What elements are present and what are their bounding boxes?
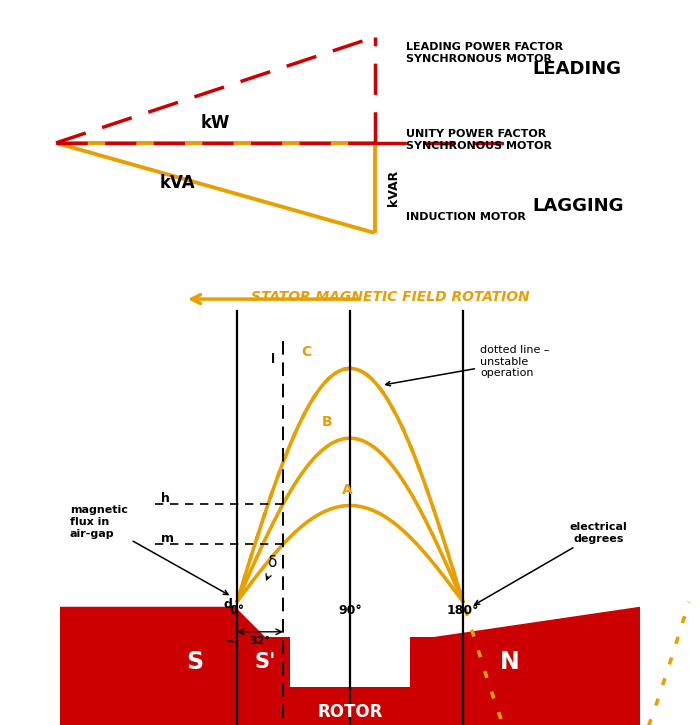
Text: ROTOR: ROTOR — [317, 703, 383, 721]
Polygon shape — [235, 637, 290, 725]
Text: B: B — [322, 415, 332, 429]
Text: S: S — [186, 650, 204, 674]
Text: m: m — [161, 532, 174, 545]
Polygon shape — [152, 0, 548, 171]
Text: LAGGING: LAGGING — [532, 197, 624, 215]
Text: LEADING: LEADING — [532, 59, 621, 78]
Polygon shape — [60, 687, 640, 725]
Text: LEADING POWER FACTOR
SYNCHRONOUS MOTOR: LEADING POWER FACTOR SYNCHRONOUS MOTOR — [406, 42, 563, 64]
Text: magnetic
flux in
air-gap: magnetic flux in air-gap — [70, 505, 228, 594]
Text: S': S' — [254, 652, 276, 672]
Text: 90°: 90° — [338, 604, 362, 617]
Polygon shape — [60, 607, 265, 725]
Text: C: C — [301, 345, 312, 360]
Text: UNITY POWER FACTOR
SYNCHRONOUS MOTOR: UNITY POWER FACTOR SYNCHRONOUS MOTOR — [406, 130, 552, 151]
Text: l: l — [271, 353, 275, 366]
Text: h: h — [161, 492, 170, 505]
Text: kVA: kVA — [159, 175, 195, 192]
Polygon shape — [435, 607, 640, 725]
Text: INDUCTION MOTOR: INDUCTION MOTOR — [406, 212, 526, 222]
Text: dotted line –
unstable
operation: dotted line – unstable operation — [386, 345, 550, 386]
Polygon shape — [0, 0, 700, 80]
Text: d: d — [223, 597, 232, 610]
Text: N: N — [122, 394, 142, 418]
Text: A: A — [342, 483, 353, 497]
Text: kVAR: kVAR — [387, 170, 400, 206]
Text: electrical
degrees: electrical degrees — [475, 522, 628, 605]
Text: 180°: 180° — [447, 604, 480, 617]
Text: kW: kW — [201, 115, 230, 133]
Text: STATOR MAGNETIC FIELD ROTATION: STATOR MAGNETIC FIELD ROTATION — [251, 290, 530, 304]
Polygon shape — [410, 637, 465, 725]
Text: 0°: 0° — [230, 604, 244, 617]
Text: δ: δ — [267, 555, 276, 570]
Polygon shape — [78, 0, 622, 111]
Polygon shape — [53, 0, 647, 87]
Text: S: S — [571, 394, 589, 418]
Text: N: N — [500, 650, 520, 674]
Text: 32°: 32° — [249, 636, 270, 646]
Polygon shape — [60, 607, 640, 725]
